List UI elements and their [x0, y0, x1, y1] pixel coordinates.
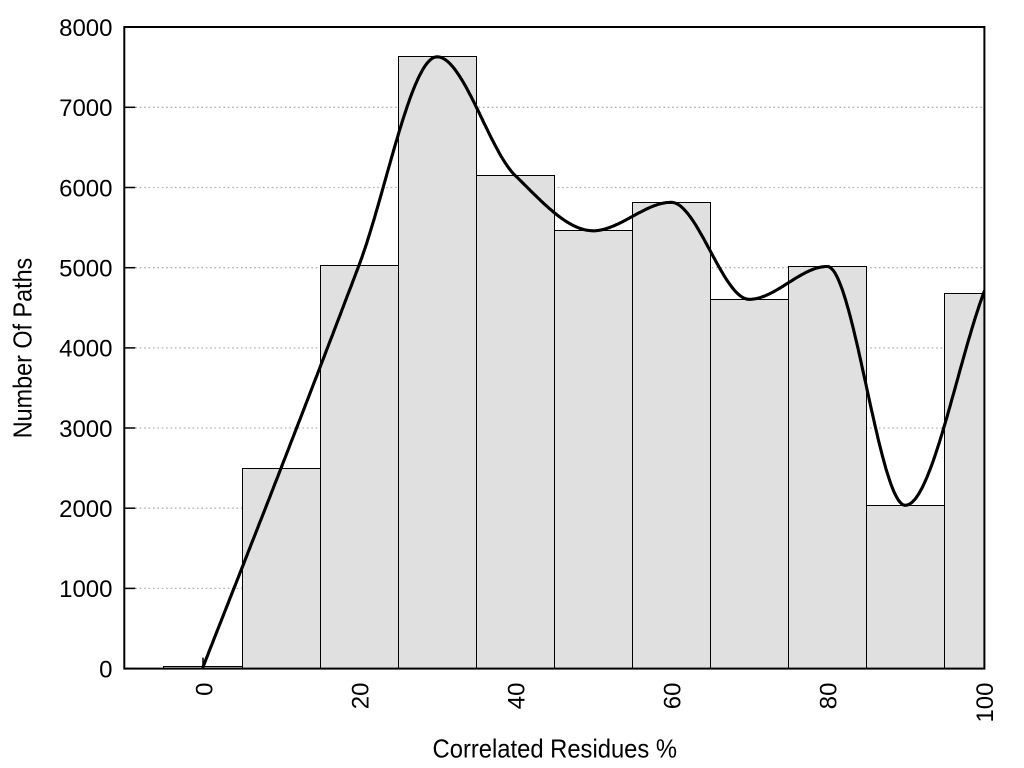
- svg-text:Number Of Paths: Number Of Paths: [8, 258, 38, 439]
- svg-text:0: 0: [192, 683, 219, 696]
- svg-text:40: 40: [504, 683, 531, 710]
- svg-text:7000: 7000: [59, 95, 112, 122]
- svg-text:0: 0: [99, 656, 112, 683]
- svg-text:80: 80: [816, 683, 843, 710]
- svg-text:100: 100: [972, 683, 999, 723]
- svg-text:60: 60: [660, 683, 687, 710]
- svg-text:20: 20: [348, 683, 375, 710]
- svg-text:Correlated Residues %: Correlated Residues %: [433, 734, 678, 764]
- svg-text:4000: 4000: [59, 336, 112, 363]
- svg-text:5000: 5000: [59, 256, 112, 283]
- svg-text:2000: 2000: [59, 496, 112, 523]
- svg-text:6000: 6000: [59, 175, 112, 202]
- svg-text:8000: 8000: [59, 15, 112, 42]
- svg-text:3000: 3000: [59, 416, 112, 443]
- svg-text:1000: 1000: [59, 576, 112, 603]
